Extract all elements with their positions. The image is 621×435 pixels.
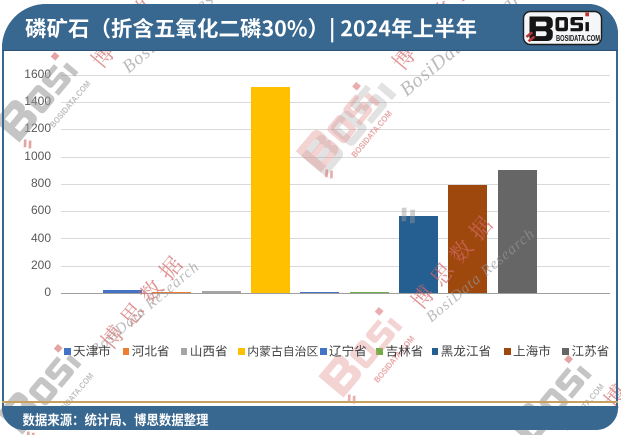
- svg-text:BOSIDATA.COM: BOSIDATA.COM: [556, 34, 600, 43]
